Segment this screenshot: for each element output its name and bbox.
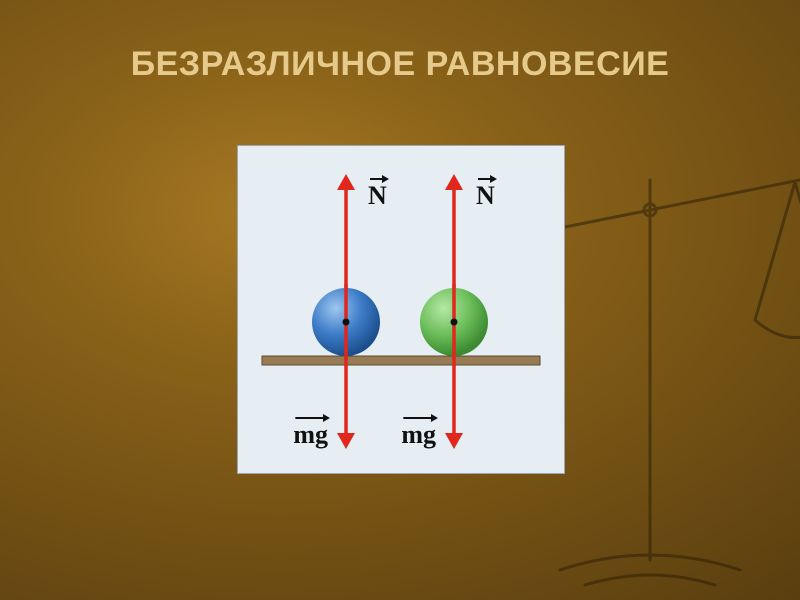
equilibrium-diagram: N Nmg mg [238, 146, 564, 473]
surface-line [262, 356, 540, 365]
slide-title: БЕЗРАЗЛИЧНОЕ РАВНОВЕСИЕ [0, 45, 800, 84]
arrow-head [337, 174, 355, 190]
label-mg-left: mg [293, 420, 328, 449]
center-dot [343, 319, 350, 326]
arrow-head [445, 174, 463, 190]
arrow-head [445, 433, 463, 449]
label-N-right: N [476, 181, 495, 210]
arrow-head [337, 433, 355, 449]
diagram-panel: N Nmg mg [237, 145, 565, 474]
slide: БЕЗРАЗЛИЧНОЕ РАВНОВЕСИЕ N Nmg mg [0, 0, 800, 600]
label-N-left: N [368, 181, 387, 210]
center-dot [451, 319, 458, 326]
label-mg-right: mg [401, 420, 436, 449]
